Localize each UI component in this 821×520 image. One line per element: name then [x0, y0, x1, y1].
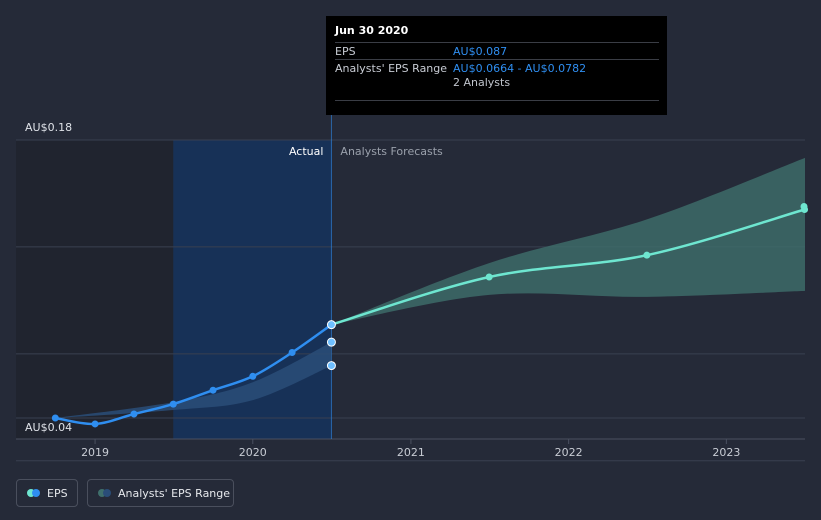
- y-axis-top-label: AU$0.18: [25, 121, 72, 134]
- eps-actual-point: [326, 320, 336, 330]
- past-band: [16, 140, 174, 439]
- eps-actual-point: [209, 386, 217, 394]
- x-tick-label: 2022: [555, 446, 583, 459]
- eps-actual-point: [51, 414, 59, 422]
- tooltip-row-eps: EPS AU$0.087: [335, 42, 659, 59]
- eps-legend-icon: [27, 489, 40, 497]
- tooltip-row-analysts: 2 Analysts: [335, 76, 659, 90]
- range-legend-icon: [98, 489, 111, 497]
- range-marker-point: [326, 337, 336, 347]
- tooltip-analysts-count: 2 Analysts: [453, 76, 511, 89]
- forecast-range-area: [331, 157, 805, 325]
- x-tick-label: 2021: [397, 446, 425, 459]
- eps-actual-point: [288, 348, 296, 356]
- forecast-label: Analysts Forecasts: [340, 145, 443, 158]
- eps-actual-point: [249, 372, 257, 380]
- eps-forecast-line: [331, 208, 805, 326]
- tooltip-range-label: Analysts' EPS Range: [335, 62, 448, 75]
- x-tick-label: 2023: [712, 446, 740, 459]
- range-marker-point: [326, 361, 336, 371]
- eps-forecast-point: [485, 273, 493, 281]
- tooltip-divider: [335, 100, 659, 101]
- legend-eps-label: EPS: [47, 486, 68, 500]
- eps-actual-point: [169, 400, 177, 408]
- legend-range-button[interactable]: Analysts' EPS Range: [87, 479, 234, 507]
- y-axis-bottom-label: AU$0.04: [25, 421, 72, 434]
- eps-forecast-point: [643, 251, 651, 259]
- legend-range-label: Analysts' EPS Range: [118, 486, 231, 500]
- historical-range-area: [55, 342, 332, 418]
- eps-forecast-point: [800, 203, 808, 210]
- eps-tooltip: Jun 30 2020 EPS AU$0.087 Analysts' EPS R…: [326, 16, 667, 115]
- legend-eps-button[interactable]: EPS: [16, 479, 78, 507]
- eps-actual-point: [91, 420, 99, 428]
- x-tick-label: 2019: [81, 446, 109, 459]
- x-tick-label: 2020: [239, 446, 267, 459]
- actual-label: Actual: [289, 145, 323, 158]
- tooltip-eps-value: AU$0.087: [453, 45, 508, 58]
- tooltip-range-value: AU$0.0664 - AU$0.0782: [453, 62, 587, 75]
- eps-actual-point: [130, 410, 138, 418]
- tooltip-row-range: Analysts' EPS Range AU$0.0664 - AU$0.078…: [335, 59, 659, 76]
- eps-chart: AU$0.18 AU$0.04 Actual Analysts Forecasts 20…: [16, 16, 809, 462]
- tooltip-date: Jun 30 2020: [335, 24, 409, 37]
- tooltip-eps-label: EPS: [335, 45, 356, 58]
